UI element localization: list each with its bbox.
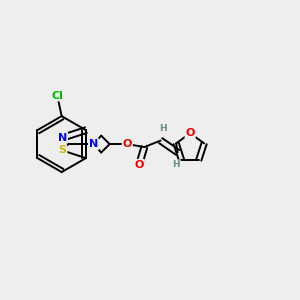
Text: Cl: Cl bbox=[51, 91, 63, 100]
Text: O: O bbox=[185, 128, 195, 138]
Text: N: N bbox=[58, 133, 67, 143]
Text: N: N bbox=[89, 139, 98, 149]
Text: O: O bbox=[123, 139, 132, 149]
Text: O: O bbox=[134, 160, 144, 170]
Text: S: S bbox=[58, 146, 67, 155]
Text: H: H bbox=[159, 124, 167, 133]
Text: H: H bbox=[172, 160, 180, 169]
